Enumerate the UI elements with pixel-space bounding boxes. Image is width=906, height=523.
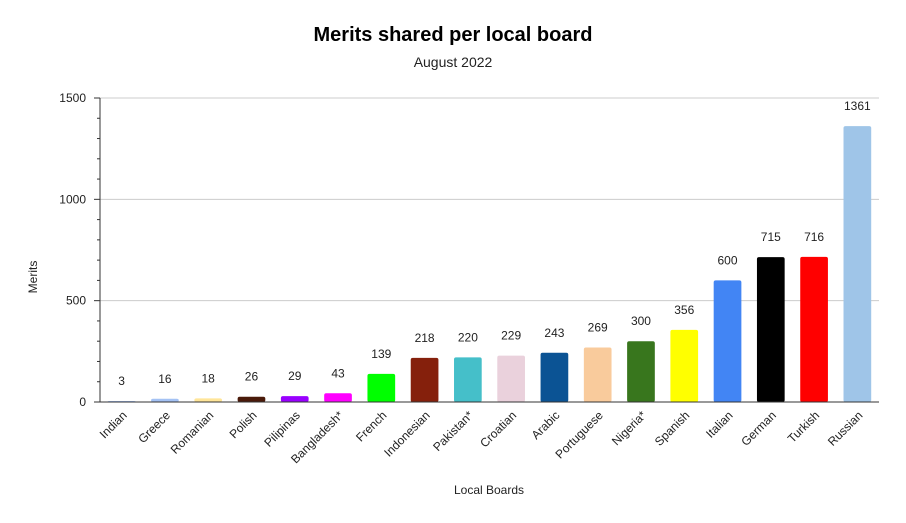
bar-nigeria [627,341,655,402]
x-tick-label: Polish [227,408,260,441]
bar-pilipinas [280,396,309,402]
data-label: 3 [118,374,125,388]
data-label: 26 [245,370,259,384]
data-label: 229 [501,329,521,343]
x-tick-label: Turkish [785,408,822,445]
data-label: 600 [718,253,738,267]
data-label: 300 [631,314,651,328]
y-tick-label: 500 [66,294,86,308]
data-label: 220 [458,330,478,344]
chart-title: Merits shared per local board [313,24,593,46]
data-label: 243 [544,326,564,340]
bar-italian [713,280,742,402]
x-tick-label: German [738,408,779,449]
x-tick-label: Greece [135,408,173,446]
bar-german [756,257,785,402]
data-label: 269 [588,320,608,334]
y-tick-label: 1000 [59,192,86,206]
y-tick-label: 1500 [59,91,86,105]
x-tick-label: Arabic [529,408,563,442]
y-axis-label: Merits [26,261,40,294]
x-tick-label: Indian [97,408,130,441]
data-label: 43 [331,366,345,380]
x-tick-label: Spanish [652,408,693,449]
data-label: 218 [415,331,435,345]
bar-polish [237,396,266,402]
x-tick-label: Russian [825,408,866,449]
data-label: 16 [158,372,172,386]
data-label: 29 [288,369,302,383]
data-label: 356 [674,303,694,317]
x-tick-label: Indonesian [381,408,432,459]
bar-romanian [194,398,223,402]
bar-arabic [540,352,569,402]
data-label: 716 [804,230,824,244]
chart-subtitle: August 2022 [413,54,493,70]
bar-bangladesh [324,393,352,402]
data-label: 139 [371,347,391,361]
bar-indonesian [410,357,439,402]
bar-turkish [800,256,828,402]
y-tick-label: 0 [79,395,86,409]
bar-croatian [497,355,525,402]
bar-pakistan [454,357,482,402]
x-tick-label: Croatian [477,408,519,450]
x-tick-label: Pakistan* [430,408,476,454]
bar-spanish [670,329,699,402]
bar-french [367,373,396,402]
x-tick-label: Portuguese [553,408,607,462]
x-axis-label: Local Boards [454,483,524,497]
bar-russian [843,126,872,403]
x-tick-label: Pilipinas [261,408,303,450]
bar-greece [151,398,179,402]
data-label: 715 [761,230,781,244]
x-tick-label: Nigeria* [609,408,649,448]
data-label: 18 [202,371,216,385]
x-tick-label: French [353,408,389,444]
x-tick-label: Italian [703,408,736,441]
bar-portuguese [583,347,612,402]
data-label: 1361 [844,99,871,113]
x-tick-label: Romanian [168,408,217,457]
